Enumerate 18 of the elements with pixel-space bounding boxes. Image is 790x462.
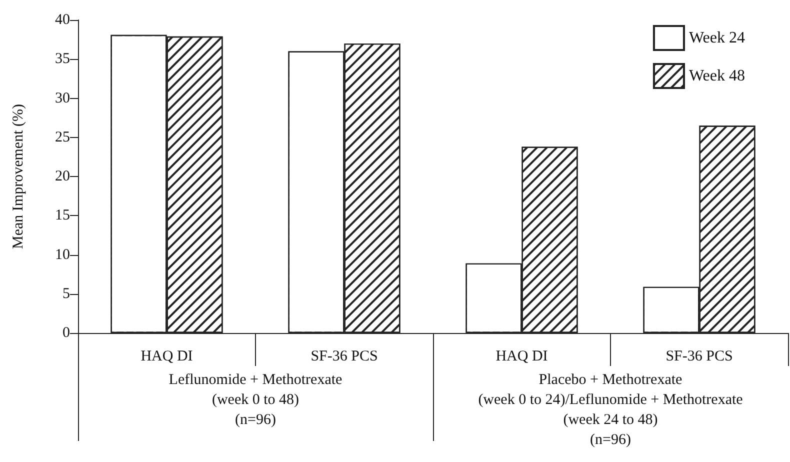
legend-label: Week 24 — [688, 30, 746, 46]
legend-label: Week 48 — [688, 68, 746, 84]
y-tick-label: 0 — [62, 325, 70, 341]
y-tick-label: 5 — [62, 286, 70, 302]
y-tick-label: 10 — [55, 246, 70, 263]
x-tick-label: HAQ DI — [496, 348, 548, 364]
y-tick-label: 40 — [55, 12, 70, 28]
x-tick-label: SF-36 PCS — [310, 348, 378, 364]
text: Leflunomide + Methotrexate (week 0 to 48) (n=96) — [168, 371, 342, 430]
y-axis-title: Mean Improvement (%) — [10, 104, 26, 249]
y-tick-label: 25 — [55, 129, 70, 146]
y-tick-label: 20 — [55, 168, 70, 184]
x-tick-label: HAQ DI — [140, 348, 193, 364]
y-tick-label: 30 — [55, 90, 70, 106]
y-tick-label: 15 — [55, 208, 70, 224]
text: Placebo + Methotrexate (week 0 to 24)/Leflunomide + Methotrexate (week 24 to 48) (n=96) — [478, 371, 743, 450]
y-tick-label: 35 — [55, 51, 70, 68]
x-tick-label: SF-36 PCS — [666, 348, 733, 364]
